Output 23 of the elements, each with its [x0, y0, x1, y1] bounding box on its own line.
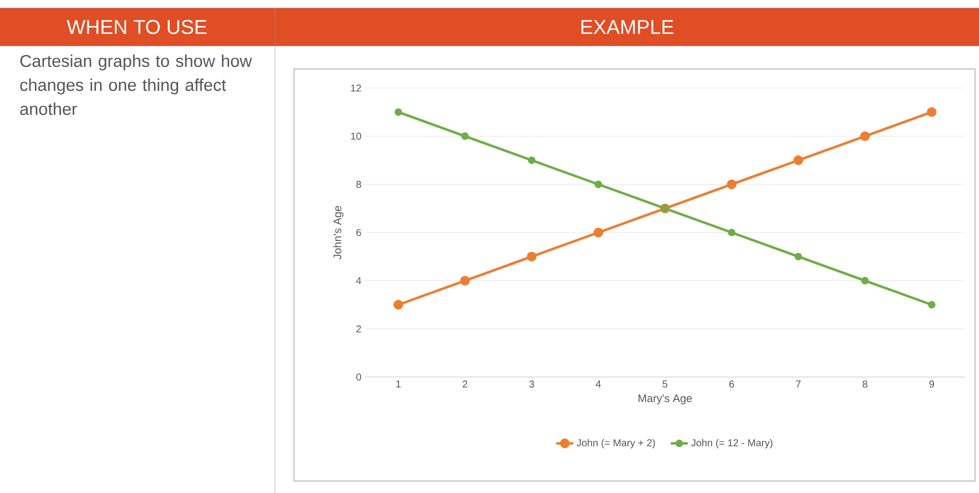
x-tick-label: 1 [396, 380, 401, 388]
text: Cartesian graphs to show how changes in one thing affect another [20, 54, 252, 116]
x-tick-label: 9 [929, 380, 934, 388]
x-tick-label: 3 [529, 380, 534, 388]
y-tick-label: 4 [356, 277, 362, 284]
y-tick-label: 10 [351, 132, 362, 140]
y-tick-label: 6 [356, 228, 362, 236]
text: WHEN TO USE [66, 20, 207, 34]
y-tick-label: 2 [356, 325, 361, 332]
x-tick-label: 6 [729, 380, 734, 388]
x-tick-label: 5 [662, 380, 668, 388]
x-tick-label: 7 [796, 380, 801, 388]
y-tick-label: 0 [356, 373, 362, 381]
legend-label: John (= Mary + 2) [576, 439, 655, 448]
x-tick-label: 8 [862, 380, 868, 388]
x-axis-title: Mary's Age [638, 394, 692, 404]
y-tick-label: 12 [351, 84, 361, 92]
x-tick-label: 2 [462, 380, 468, 388]
text: EXAMPLE [581, 20, 674, 34]
y-tick-label: 8 [356, 180, 362, 188]
legend-label: John (= 12 - Mary) [691, 439, 772, 448]
x-tick-label: 4 [596, 380, 601, 388]
y-axis-title: John's Age [333, 206, 344, 260]
